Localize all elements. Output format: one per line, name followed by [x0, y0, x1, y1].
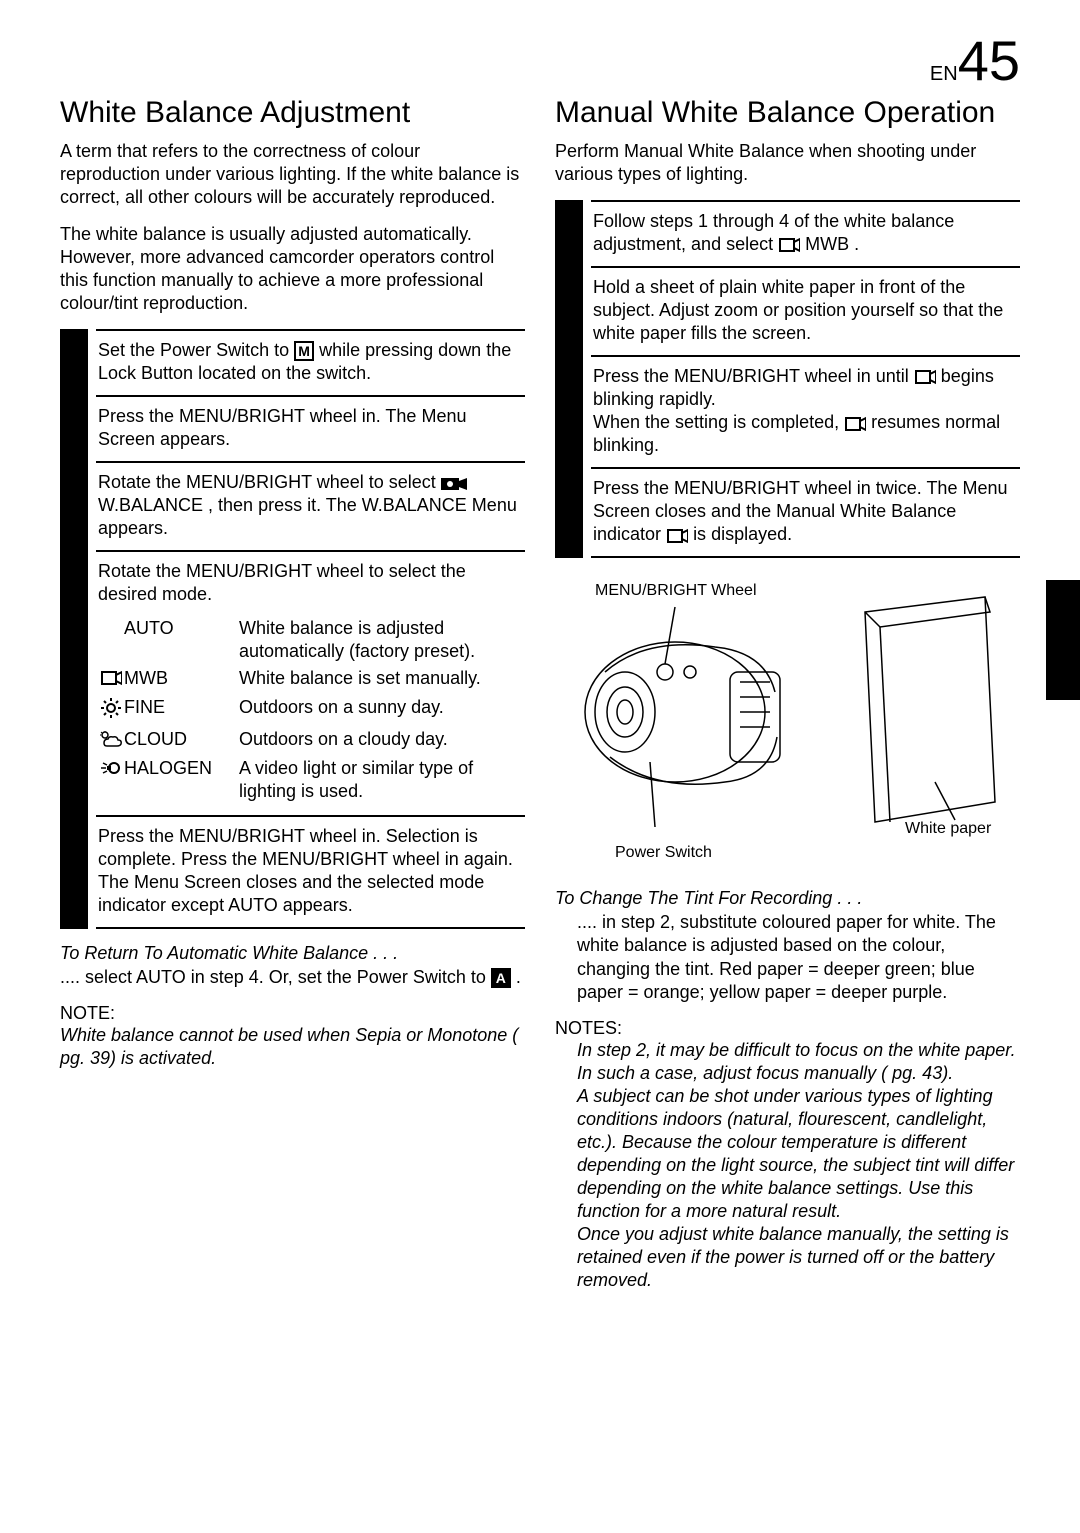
page-num: 45: [958, 29, 1020, 92]
page-prefix: EN: [930, 63, 958, 85]
mode-fine: FINE Outdoors on a sunny day.: [98, 694, 523, 726]
mode-mwb: MWB White balance is set manually.: [98, 665, 523, 694]
left-intro-1: A term that refers to the correctness of…: [60, 140, 525, 209]
mode-desc: White balance is adjusted automatically …: [239, 617, 523, 663]
right-title: Manual White Balance Operation: [555, 96, 1020, 130]
step-text: Press the MENU/BRIGHT wheel in twice. Th…: [593, 478, 1007, 544]
a-icon: A: [491, 968, 511, 988]
step-text: MWB .: [805, 234, 859, 254]
left-steps: Set the Power Switch to M while pressing…: [60, 329, 525, 929]
mode-label: CLOUD: [124, 728, 239, 751]
step-text: Rotate the MENU/BRIGHT wheel to select t…: [98, 560, 523, 606]
right-step-3: Press the MENU/BRIGHT wheel in until beg…: [591, 355, 1020, 467]
mode-desc: A video light or similar type of lightin…: [239, 757, 523, 803]
label-wheel: MENU/BRIGHT Wheel: [595, 582, 757, 600]
right-step-2: Hold a sheet of plain white paper in fro…: [591, 266, 1020, 355]
mwb-icon: [778, 237, 800, 253]
left-step-3: Rotate the MENU/BRIGHT wheel to select W…: [96, 461, 525, 550]
left-intro-2: The white balance is usually adjusted au…: [60, 223, 525, 315]
left-note-body: White balance cannot be used when Sepia …: [60, 1024, 525, 1070]
mwb-icon: [844, 416, 866, 432]
wb-modes: AUTO White balance is adjusted automatic…: [98, 615, 523, 805]
mode-cloud: CLOUD Outdoors on a cloudy day.: [98, 726, 523, 755]
mode-desc: White balance is set manually.: [239, 667, 523, 690]
right-steps: Follow steps 1 through 4 of the white ba…: [555, 200, 1020, 558]
mode-desc: Outdoors on a cloudy day.: [239, 728, 523, 751]
right-step-4: Press the MENU/BRIGHT wheel in twice. Th…: [591, 467, 1020, 558]
m-icon: M: [294, 341, 314, 361]
right-intro: Perform Manual White Balance when shooti…: [555, 140, 1020, 186]
left-step-5: Press the MENU/BRIGHT wheel in. Selectio…: [96, 815, 525, 929]
mwb-icon: [914, 369, 936, 385]
mode-desc: Outdoors on a sunny day.: [239, 696, 523, 719]
mwb-icon: [666, 528, 688, 544]
note-item: A subject can be shot under various type…: [577, 1085, 1020, 1223]
mode-auto: AUTO White balance is adjusted automatic…: [98, 615, 523, 665]
step-text: Set the Power Switch to: [98, 340, 294, 360]
illustration: MENU/BRIGHT Wheel: [555, 582, 1020, 882]
mode-label: MWB: [124, 667, 239, 690]
mode-label: AUTO: [124, 617, 239, 640]
right-subhead: To Change The Tint For Recording . . .: [555, 888, 1020, 909]
left-step-2: Press the MENU/BRIGHT wheel in. The Menu…: [96, 395, 525, 461]
left-title: White Balance Adjustment: [60, 96, 525, 130]
page-number: EN45: [930, 28, 1020, 93]
sub-text: .: [516, 967, 521, 987]
left-step-4: Rotate the MENU/BRIGHT wheel to select t…: [96, 550, 525, 814]
right-subpara: .... in step 2, substitute coloured pape…: [555, 911, 1020, 1003]
mode-icon-blank: [98, 617, 124, 619]
label-power: Power Switch: [615, 844, 712, 862]
right-notes: In step 2, it may be difficult to focus …: [555, 1039, 1020, 1292]
mwb-icon: [98, 667, 124, 692]
note-item: In step 2, it may be difficult to focus …: [577, 1039, 1020, 1085]
note-item: Once you adjust white balance manually, …: [577, 1223, 1020, 1292]
halogen-icon: [98, 757, 124, 783]
mode-label: FINE: [124, 696, 239, 719]
sun-icon: [98, 696, 124, 724]
mode-halogen: HALOGEN A video light or similar type of…: [98, 755, 523, 805]
cloud-icon: [98, 728, 124, 753]
left-subpara: .... select AUTO in step 4. Or, set the …: [60, 966, 525, 989]
step-text: is displayed.: [693, 524, 792, 544]
left-step-1: Set the Power Switch to M while pressing…: [96, 329, 525, 395]
step-text: Follow steps 1 through 4 of the white ba…: [593, 211, 954, 254]
right-notes-label: NOTES:: [555, 1018, 1020, 1039]
right-step-1: Follow steps 1 through 4 of the white ba…: [591, 200, 1020, 266]
sub-text: .... select AUTO in step 4. Or, set the …: [60, 967, 491, 987]
label-paper: White paper: [905, 820, 991, 838]
left-note-label: NOTE:: [60, 1003, 525, 1024]
mode-label: HALOGEN: [124, 757, 239, 780]
left-column: White Balance Adjustment A term that ref…: [60, 96, 525, 1292]
side-tab: [1046, 580, 1080, 700]
left-subhead: To Return To Automatic White Balance . .…: [60, 943, 525, 964]
camera-icon: [441, 476, 467, 492]
right-column: Manual White Balance Operation Perform M…: [555, 96, 1020, 1292]
